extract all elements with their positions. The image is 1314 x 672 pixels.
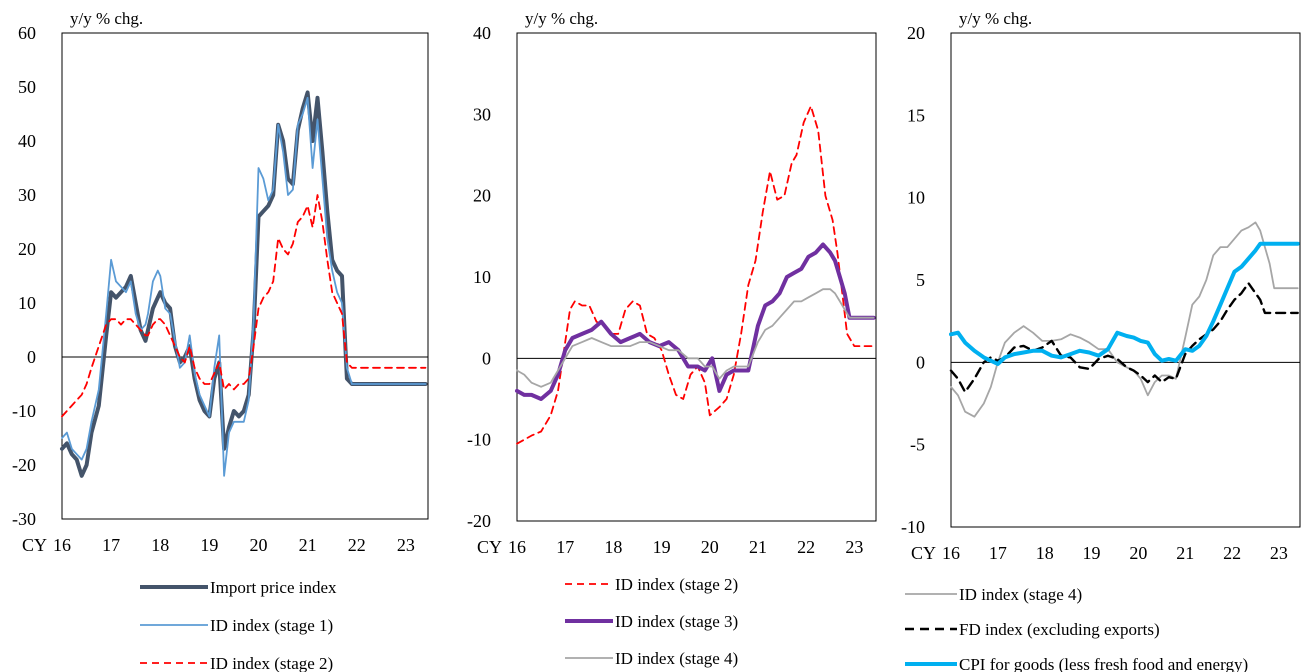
legend-label: ID index (stage 3)	[615, 612, 738, 631]
x-tick-label: 22	[797, 537, 815, 557]
x-axis-prefix: CY	[477, 537, 502, 557]
x-tick-label: 16	[942, 543, 960, 563]
series-line-2	[949, 282, 1299, 394]
legend-label: ID index (stage 4)	[959, 585, 1082, 604]
series-line-2	[515, 242, 876, 401]
series-line-3	[516, 288, 875, 388]
x-tick-label: 17	[989, 543, 1007, 563]
chart-panel-3: y/y % chg. -10 -5 0 5 10 15 20 16 17 18 19 20 21 22 23 C…	[901, 9, 1301, 672]
y-tick-label: 30	[18, 185, 36, 205]
y-tick-label: 20	[18, 239, 36, 259]
x-axis-prefix: CY	[911, 543, 936, 563]
legend-label: ID index (stage 2)	[210, 654, 333, 672]
y-tick-label: 40	[473, 23, 491, 43]
chart-panel-1: y/y % chg. -30 -20 -10 0 10 20 30 40 50 60 16 17 18 19…	[12, 9, 429, 672]
legend-label: ID index (stage 4)	[615, 649, 738, 668]
y-tick-label: 0	[482, 348, 491, 368]
y-tick-label: 40	[18, 131, 36, 151]
x-tick-label: 21	[1176, 543, 1194, 563]
y-tick-label: 60	[18, 23, 36, 43]
plot-frame	[516, 32, 877, 522]
y-tick-label: -10	[901, 517, 925, 537]
y-tick-label: 20	[907, 23, 925, 43]
series-line-3	[61, 194, 427, 418]
x-tick-label: 23	[397, 535, 415, 555]
unit-label: y/y % chg.	[525, 9, 598, 28]
legend-label: FD index (excluding exports)	[959, 620, 1160, 639]
x-tick-label: 17	[102, 535, 120, 555]
plot-frame	[950, 32, 1301, 528]
x-tick-label: 19	[1083, 543, 1101, 563]
x-tick-label: 22	[348, 535, 366, 555]
y-tick-label: 10	[473, 267, 491, 287]
y-tick-label: 0	[916, 352, 925, 372]
x-tick-label: 18	[604, 537, 622, 557]
x-tick-label: 20	[701, 537, 719, 557]
x-tick-label: 16	[508, 537, 526, 557]
y-tick-label: 10	[907, 188, 925, 208]
legend-label: ID index (stage 1)	[210, 616, 333, 635]
x-axis-prefix: CY	[22, 535, 47, 555]
series-line-1	[516, 105, 875, 445]
x-tick-label: 20	[1129, 543, 1147, 563]
y-tick-label: 15	[907, 105, 925, 125]
y-tick-label: -20	[12, 455, 36, 475]
y-tick-label: 50	[18, 77, 36, 97]
x-tick-label: 20	[250, 535, 268, 555]
series-line-2	[61, 96, 427, 477]
y-tick-label: -30	[12, 509, 36, 529]
legend-label: ID index (stage 2)	[615, 575, 738, 594]
x-tick-label: 21	[299, 535, 317, 555]
y-tick-label: -5	[910, 435, 925, 455]
y-tick-label: -20	[467, 511, 491, 531]
y-tick-label: 20	[473, 186, 491, 206]
x-tick-label: 18	[151, 535, 169, 555]
series-line-3	[949, 241, 1300, 366]
legend-label: Import price index	[210, 578, 337, 597]
x-tick-label: 18	[1036, 543, 1054, 563]
y-tick-label: -10	[12, 401, 36, 421]
x-tick-label: 16	[53, 535, 71, 555]
x-tick-label: 23	[1270, 543, 1288, 563]
y-tick-label: 10	[18, 293, 36, 313]
legend-label: CPI for goods (less fresh food and energ…	[959, 655, 1248, 672]
y-tick-label: 5	[916, 270, 925, 290]
y-tick-label: -10	[467, 430, 491, 450]
series-line-1	[950, 221, 1299, 418]
plot-frame	[61, 32, 429, 520]
unit-label: y/y % chg.	[70, 9, 143, 28]
x-tick-label: 17	[556, 537, 574, 557]
unit-label: y/y % chg.	[959, 9, 1032, 28]
x-tick-label: 23	[845, 537, 863, 557]
x-tick-label: 19	[653, 537, 671, 557]
y-tick-label: 30	[473, 104, 491, 124]
y-tick-label: 0	[27, 347, 36, 367]
x-tick-label: 22	[1223, 543, 1241, 563]
x-tick-label: 21	[749, 537, 767, 557]
chart-panel-2: y/y % chg. -20 -10 0 10 20 30 40 16 17 18 19 20 21 22 2…	[467, 9, 877, 668]
x-tick-label: 19	[200, 535, 218, 555]
